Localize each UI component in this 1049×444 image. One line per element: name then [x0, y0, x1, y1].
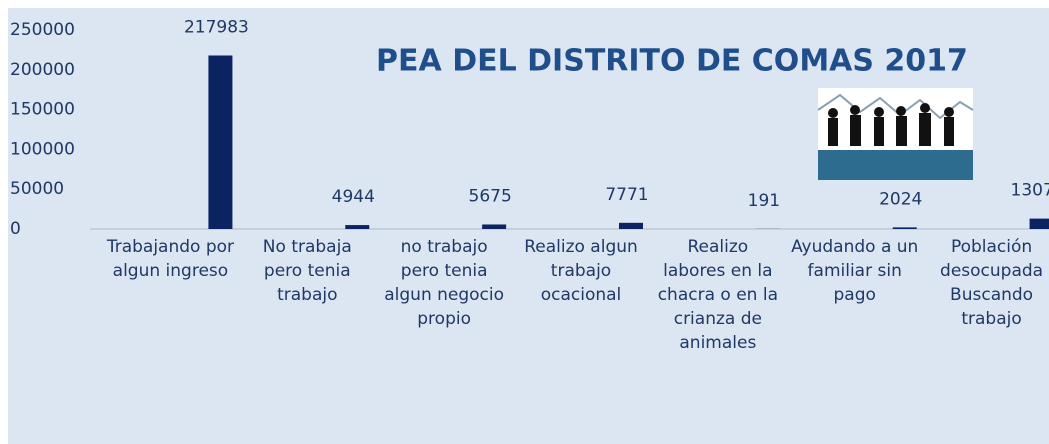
bar [482, 224, 506, 229]
value-label: 217983 [184, 17, 249, 37]
value-label: 13074 [1011, 181, 1049, 201]
chart-svg: PEA DEL DISTRITO DE COMAS 2017 0 50000 100… [0, 0, 1049, 444]
bar [1030, 219, 1049, 229]
bar [345, 225, 369, 229]
bar [619, 223, 643, 229]
chart-title: PEA DEL DISTRITO DE COMAS 2017 [376, 44, 968, 79]
value-label: 5675 [469, 186, 512, 206]
decorative-image [818, 88, 973, 180]
value-label: 7771 [605, 185, 648, 205]
x-tick-label: Población desocupada Buscando trabajo [928, 235, 1049, 331]
bar [208, 55, 232, 229]
x-tick-label: Realizo labores en la chacra o en la cri… [654, 235, 782, 355]
y-tick-label: 200000 [10, 60, 75, 80]
chart: PEA DEL DISTRITO DE COMAS 2017 0 50000 100… [0, 0, 1049, 444]
x-tick-label: Trabajando por algun ingreso [106, 235, 234, 283]
x-tick-label: No trabaja pero tenia trabajo [243, 235, 371, 307]
y-tick-label: 150000 [10, 100, 75, 120]
value-label: 191 [748, 191, 780, 211]
x-tick-label: Realizo algun trabajo ocacional [517, 235, 645, 307]
bar [893, 227, 917, 229]
y-tick-label: 50000 [10, 179, 64, 199]
y-tick-label: 250000 [10, 20, 75, 40]
y-tick-label: 100000 [10, 139, 75, 159]
y-tick-label: 0 [10, 219, 21, 239]
value-label: 4944 [332, 187, 375, 207]
x-tick-label: Ayudando a un familiar sin pago [791, 235, 919, 307]
x-tick-label: no trabajo pero tenia algun negocio prop… [380, 235, 508, 331]
value-label: 2024 [879, 189, 922, 209]
image-floor [818, 150, 973, 180]
